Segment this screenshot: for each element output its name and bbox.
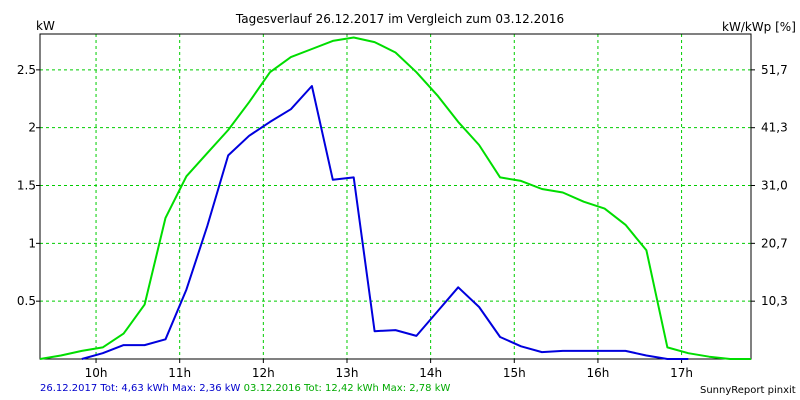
x-tick-label: 13h <box>336 366 359 380</box>
x-tick-label: 15h <box>503 366 526 380</box>
y-tick-label-right: 31,0 <box>761 179 788 193</box>
x-tick-label: 11h <box>168 366 191 380</box>
grid-layer <box>40 34 751 359</box>
tick-labels: 10h 11h 12h 13h 14h 15h 16h 17h 0.5 10,3 1 20,7 1.5 3… <box>17 63 788 380</box>
x-tick-label: 16h <box>586 366 609 380</box>
watermark-text: SunnyReport pinxit <box>700 385 796 396</box>
y-axis-unit-left: kW <box>36 19 55 33</box>
x-tick-label: 12h <box>252 366 275 380</box>
y-tick-label-right: 41,3 <box>761 121 788 135</box>
y-tick-label-left: 2 <box>28 121 36 135</box>
y-tick-label-right: 20,7 <box>761 236 788 250</box>
y-tick-label-left: 0.5 <box>17 294 36 308</box>
legend-series-1: 26.12.2017 Tot: 4,63 kWh Max: 2,36 kW <box>40 383 241 394</box>
y-axis-unit-right: kW/kWp [%] <box>722 20 796 34</box>
chart-title: Tagesverlauf 26.12.2017 im Vergleich zum… <box>235 12 565 26</box>
y-tick-label-left: 2.5 <box>17 63 36 77</box>
series-line-1 <box>81 85 689 360</box>
y-tick-label-left: 1.5 <box>17 179 36 193</box>
x-tick-label: 14h <box>419 366 442 380</box>
y-tick-label-right: 10,3 <box>761 294 788 308</box>
legend-series-2: 03.12.2016 Tot: 12,42 kWh Max: 2,78 kW <box>243 383 451 394</box>
x-tick-label: 10h <box>85 366 108 380</box>
footer-legend: 26.12.2017 Tot: 4,63 kWh Max: 2,36 kW 03… <box>40 383 450 395</box>
series-layer <box>39 36 751 360</box>
y-tick-label-right: 51,7 <box>761 63 788 77</box>
y-tick-label-left: 1 <box>28 236 36 250</box>
series-line-2 <box>39 36 751 360</box>
plot-border <box>39 33 752 360</box>
plot-frame <box>36 33 755 363</box>
x-tick-label: 17h <box>670 366 693 380</box>
